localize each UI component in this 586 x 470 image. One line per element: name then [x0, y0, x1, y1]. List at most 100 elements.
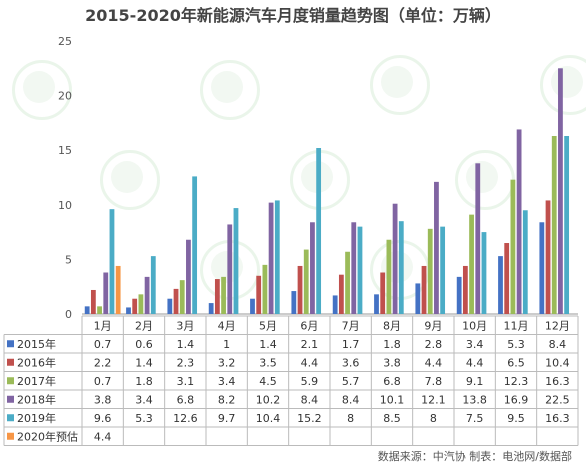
data-label: 8.4: [342, 393, 360, 406]
bar-2018年-1月: [103, 272, 109, 314]
bar-2015年-10月: [456, 276, 462, 314]
bar-2016年-9月: [421, 265, 427, 314]
bar-2019年-11月: [522, 210, 528, 314]
bar-2019年-4月: [233, 208, 239, 314]
bar-2016年-8月: [380, 272, 386, 314]
bar-2015年-9月: [415, 283, 421, 314]
bar-2015年-8月: [374, 294, 379, 314]
data-label: 1.4: [259, 338, 277, 351]
data-label: 16.9: [504, 393, 529, 406]
bar-2016年-10月: [462, 265, 468, 314]
legend-key-2016年: [7, 358, 14, 366]
chart-title: 2015-2020年新能源汽车月度销量趋势图（单位：万辆）: [85, 6, 501, 25]
y-tick-label: 20: [58, 90, 72, 103]
bar-2017年-10月: [469, 214, 474, 314]
data-label: 2.3: [177, 356, 195, 369]
legend-key-2018年: [7, 395, 14, 403]
legend-key-2019年: [7, 414, 14, 422]
data-label: 12.1: [421, 393, 446, 406]
data-label: 9.6: [94, 412, 112, 425]
bar-2016年-6月: [297, 265, 303, 314]
bar-2019年-2月: [150, 256, 156, 314]
y-tick-label: 15: [58, 144, 72, 157]
bar-2015年-4月: [208, 303, 214, 314]
data-label: 3.6: [342, 356, 360, 369]
bar-2017年-4月: [221, 276, 226, 314]
y-tick-label: 0: [65, 308, 72, 321]
bar-2017年-9月: [427, 228, 433, 314]
y-tick-label: 5: [65, 253, 72, 266]
bar-2015年-1月: [84, 306, 90, 314]
bar-2019年-3月: [192, 176, 198, 314]
data-label: 8.4: [549, 338, 567, 351]
category-label: 10月: [462, 319, 487, 332]
category-label: 5月: [259, 319, 277, 332]
bar-2020年预估-1月: [115, 265, 121, 314]
bar-2016年-4月: [214, 279, 220, 314]
data-label: 12.6: [173, 412, 198, 425]
data-label: 6.8: [177, 393, 195, 406]
data-label: 3.4: [135, 393, 153, 406]
bar-2018年-4月: [227, 224, 233, 314]
data-label: 15.2: [297, 412, 322, 425]
data-label: 2.8: [425, 338, 443, 351]
data-label: 3.4: [218, 375, 236, 388]
bar-2019年-7月: [357, 226, 363, 314]
data-label: 22.5: [545, 393, 570, 406]
data-label: 9.5: [507, 412, 525, 425]
bar-2018年-10月: [475, 163, 481, 314]
data-label: 1.4: [135, 356, 153, 369]
data-label: 4.4: [301, 356, 319, 369]
bar-2017年-7月: [345, 251, 350, 314]
bar-2017年-6月: [303, 249, 309, 314]
data-label: 4.4: [466, 356, 484, 369]
bar-2016年-5月: [256, 275, 262, 314]
bar-2017年-8月: [386, 239, 392, 314]
y-tick-label: 25: [58, 35, 72, 48]
bar-2019年-8月: [398, 221, 404, 314]
data-label: 9.1: [466, 375, 484, 388]
data-label: 3.2: [218, 356, 236, 369]
bar-2017年-3月: [179, 280, 185, 314]
data-label: 16.3: [545, 412, 570, 425]
data-label: 6.5: [507, 356, 525, 369]
bar-2015年-3月: [167, 298, 173, 314]
data-label: 2.2: [94, 356, 112, 369]
category-label: 7月: [342, 319, 360, 332]
bar-2018年-3月: [186, 239, 191, 314]
bar-2019年-1月: [109, 209, 115, 314]
data-label: 4.4: [425, 356, 443, 369]
bar-2017年-11月: [510, 179, 516, 314]
bar-2017年-12月: [551, 136, 557, 314]
bar-2016年-2月: [132, 298, 138, 314]
bar-2018年-5月: [268, 202, 274, 314]
bar-2018年-2月: [144, 276, 150, 314]
category-label: 9月: [424, 319, 442, 332]
data-label: 7.5: [466, 412, 484, 425]
category-label: 8月: [383, 319, 401, 332]
bar-2017年-2月: [138, 294, 144, 314]
bar-2015年-5月: [250, 298, 255, 314]
watermark-logo-icon: [455, 150, 515, 210]
data-label: 1.8: [135, 375, 153, 388]
data-label: 1.4: [177, 338, 195, 351]
data-label: 10.2: [256, 393, 281, 406]
data-label: 1.7: [342, 338, 360, 351]
category-label: 2月: [135, 319, 153, 332]
category-label: 11月: [504, 319, 529, 332]
data-label: 5.3: [135, 412, 153, 425]
bar-2015年-7月: [332, 295, 338, 314]
bar-2018年-9月: [434, 181, 439, 314]
data-label: 5.7: [342, 375, 360, 388]
data-label: 8.5: [383, 412, 401, 425]
data-label: 0.7: [94, 338, 112, 351]
bar-2015年-2月: [126, 307, 131, 314]
bar-2019年-5月: [274, 200, 280, 314]
bar-2019年-10月: [481, 232, 487, 314]
bar-2015年-12月: [539, 222, 545, 314]
legend-label: 2018年: [17, 392, 56, 406]
bar-2017年-1月: [97, 306, 102, 314]
data-label: 9.7: [218, 412, 236, 425]
category-label: 1月: [94, 319, 112, 332]
data-label: 3.5: [259, 356, 277, 369]
